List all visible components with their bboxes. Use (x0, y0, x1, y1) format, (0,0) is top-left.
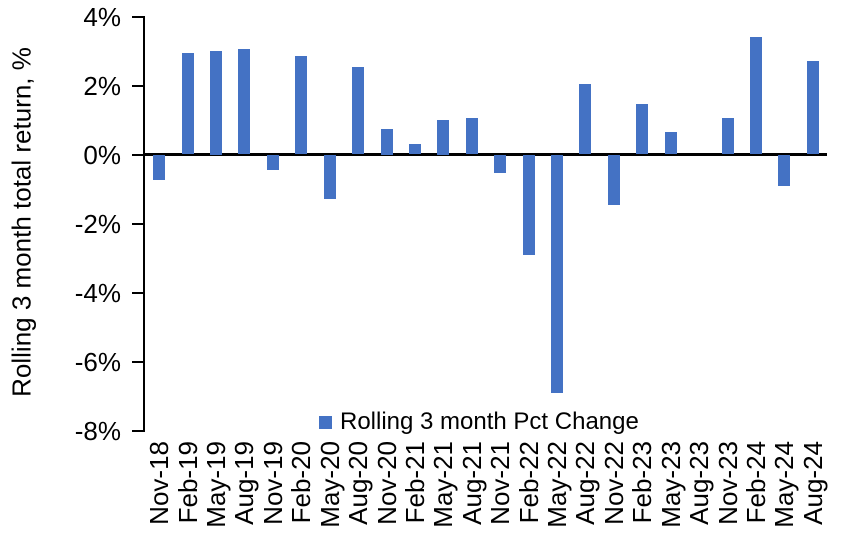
bar-May-24 (778, 154, 791, 186)
x-tick-label-May-23: May-23 (655, 441, 686, 528)
bar-Feb-23 (636, 104, 649, 155)
bar-Nov-18 (153, 154, 166, 181)
y-tick-mark (132, 360, 145, 363)
x-tick-label-May-24: May-24 (769, 441, 800, 528)
x-tick-label-May-20: May-20 (314, 441, 345, 528)
y-tick-label: -4% (74, 277, 121, 308)
y-axis-title: Rolling 3 month total return, % (6, 47, 37, 397)
x-tick-label-Nov-18: Nov-18 (144, 441, 175, 525)
x-tick-label-Feb-19: Feb-19 (172, 441, 203, 524)
y-tick-mark (132, 222, 145, 225)
bar-Aug-22 (579, 83, 592, 155)
x-tick-label-Aug-20: Aug-20 (343, 441, 374, 525)
y-tick-label: -6% (74, 346, 121, 377)
y-tick-label: 4% (83, 1, 121, 32)
x-tick-label-Nov-21: Nov-21 (485, 441, 516, 525)
x-tick-label-May-22: May-22 (542, 441, 573, 528)
bar-Aug-19 (238, 49, 251, 155)
bar-Nov-22 (607, 154, 620, 205)
x-tick-label-Aug-23: Aug-23 (684, 441, 715, 525)
x-tick-label-Feb-23: Feb-23 (627, 441, 658, 524)
bar-Aug-24 (806, 61, 819, 155)
bar-Feb-21 (408, 144, 421, 155)
y-tick-label: -8% (74, 415, 121, 446)
y-tick-mark (132, 15, 145, 18)
x-axis-zero-line (145, 153, 827, 156)
x-tick-label-Feb-20: Feb-20 (286, 441, 317, 524)
bar-May-21 (437, 120, 450, 155)
bar-Aug-21 (465, 118, 478, 155)
bar-May-23 (664, 132, 677, 155)
bar-May-20 (323, 154, 336, 200)
x-tick-label-May-19: May-19 (201, 441, 232, 528)
y-tick-label: 0% (83, 139, 121, 170)
bar-Feb-22 (522, 154, 535, 255)
legend: Rolling 3 month Pct Change (319, 408, 639, 436)
x-tick-label-Aug-24: Aug-24 (797, 441, 828, 525)
x-tick-label-Aug-22: Aug-22 (570, 441, 601, 525)
bar-Nov-20 (380, 128, 393, 155)
y-tick-mark (132, 429, 145, 432)
y-tick-mark (132, 291, 145, 294)
y-tick-label: -2% (74, 208, 121, 239)
bar-Nov-21 (494, 154, 507, 174)
y-tick-mark (132, 84, 145, 87)
bar-Feb-20 (295, 56, 308, 155)
x-tick-label-Nov-19: Nov-19 (257, 441, 288, 525)
bar-Feb-19 (181, 52, 194, 155)
legend-label: Rolling 3 month Pct Change (340, 408, 639, 435)
bar-Aug-20 (352, 66, 365, 155)
x-tick-label-Feb-21: Feb-21 (399, 441, 430, 524)
y-tick-mark (132, 153, 145, 156)
y-tick-label: 2% (83, 70, 121, 101)
bar-Nov-23 (721, 118, 734, 155)
x-tick-label-Nov-22: Nov-22 (598, 441, 629, 525)
bar-Feb-24 (749, 37, 762, 155)
x-tick-label-Feb-22: Feb-22 (513, 441, 544, 524)
x-tick-label-Aug-19: Aug-19 (229, 441, 260, 525)
bar-Nov-19 (266, 154, 279, 171)
legend-marker-icon (319, 415, 332, 429)
x-tick-label-Nov-23: Nov-23 (712, 441, 743, 525)
x-tick-label-Feb-24: Feb-24 (740, 441, 771, 524)
bar-May-22 (551, 154, 564, 393)
x-tick-label-May-21: May-21 (428, 441, 459, 528)
x-tick-label-Aug-21: Aug-21 (456, 441, 487, 525)
bar-May-19 (210, 51, 223, 155)
x-tick-label-Nov-20: Nov-20 (371, 441, 402, 525)
